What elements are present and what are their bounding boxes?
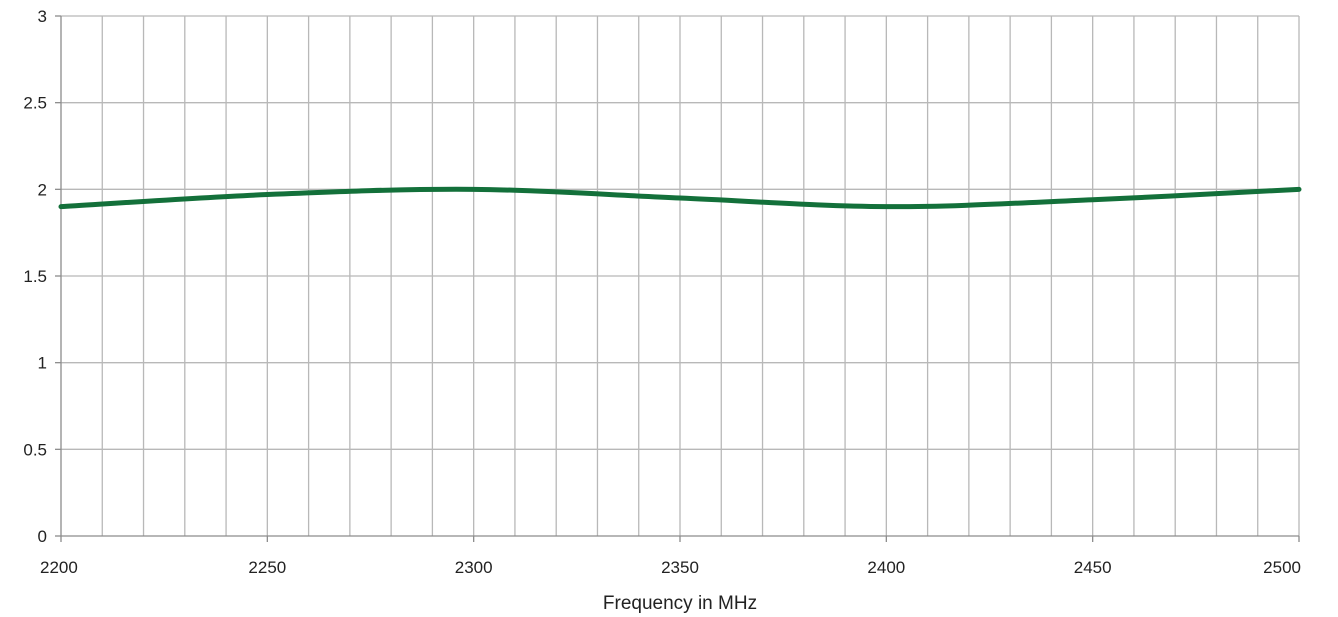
- axes: [55, 15, 1300, 542]
- y-tick-label: 2.5: [23, 94, 47, 113]
- y-tick-label: 1: [38, 354, 47, 373]
- x-tick-label: 2500: [1263, 558, 1301, 577]
- y-tick-label: 1.5: [23, 267, 47, 286]
- series-line: [58, 186, 1302, 210]
- x-tick-label: 2400: [867, 558, 905, 577]
- grid: [61, 15, 1300, 536]
- y-tick-label: 2: [38, 180, 47, 199]
- x-tick-label: 2450: [1074, 558, 1112, 577]
- y-tick-label: 3: [38, 7, 47, 26]
- x-tick-label: 2250: [248, 558, 286, 577]
- y-tick-label: 0: [38, 527, 47, 546]
- y-tick-label: 0.5: [23, 440, 47, 459]
- x-tick-label: 2350: [661, 558, 699, 577]
- tick-labels: 0 0.5 1 1.5 2 2.5 3 2200 2250 2300 2350 2400 2450 250…: [23, 7, 1301, 577]
- series: [58, 186, 1302, 210]
- x-tick-label: 2300: [455, 558, 493, 577]
- x-axis-title: Frequency in MHz: [603, 593, 757, 614]
- x-tick-label: 2200: [40, 558, 78, 577]
